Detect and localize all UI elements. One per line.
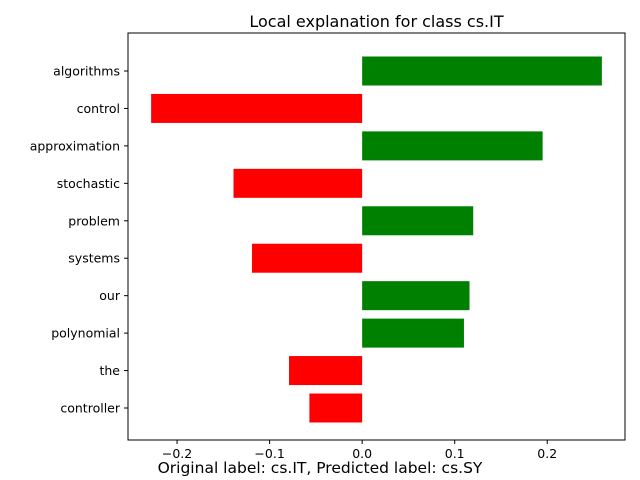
bars-group	[151, 56, 602, 423]
bar-problem	[362, 206, 474, 236]
y-tick-label: controller	[60, 401, 120, 416]
y-tick-label: approximation	[30, 138, 120, 153]
bar-controller	[309, 393, 363, 423]
y-tick-label: systems	[68, 251, 120, 266]
bar-polynomial	[362, 318, 464, 348]
y-tick-label: problem	[68, 213, 120, 228]
x-tick-label: −0.1	[254, 446, 284, 461]
x-tick-label: −0.2	[162, 446, 192, 461]
y-tick-label: algorithms	[53, 64, 120, 79]
plot-frame	[127, 32, 626, 441]
x-axis-ticks: −0.2 −0.1 0.0 0.1 0.2	[162, 440, 557, 461]
x-tick-label: 0.2	[537, 446, 557, 461]
y-tick-label: our	[99, 288, 121, 303]
label-caption: Original label: cs.IT, Predicted label: …	[157, 459, 483, 477]
bar-stochastic	[233, 168, 363, 198]
bar-the	[289, 356, 363, 386]
x-tick-label: 0.0	[352, 446, 372, 461]
x-tick-label: 0.1	[445, 446, 465, 461]
y-axis-ticks: algorithms control approximation stochastic…	[30, 64, 128, 416]
bar-control	[151, 93, 363, 123]
y-tick-label: stochastic	[57, 176, 120, 191]
bar-our	[362, 281, 470, 311]
y-tick-label: the	[99, 363, 120, 378]
y-tick-label: control	[77, 101, 120, 116]
y-tick-label: polynomial	[51, 326, 120, 341]
bar-approximation	[362, 131, 543, 161]
chart-title: Local explanation for class cs.IT	[249, 12, 504, 31]
bar-systems	[252, 243, 363, 273]
bar-algorithms	[362, 56, 602, 86]
